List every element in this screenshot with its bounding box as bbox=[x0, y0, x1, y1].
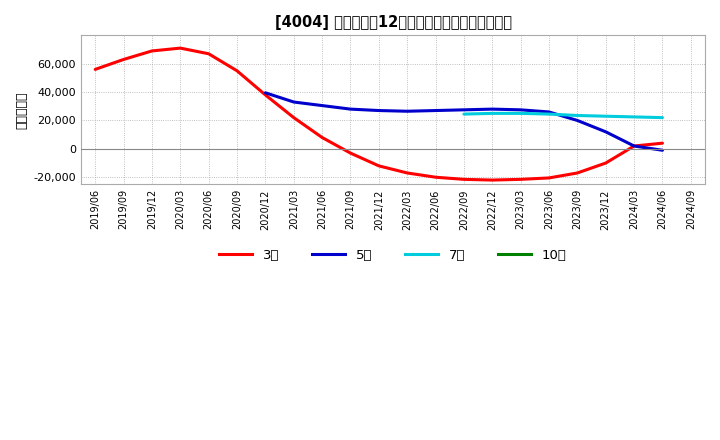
Title: [4004] 当期純利益12か月移動合計の平均値の推移: [4004] 当期純利益12か月移動合計の平均値の推移 bbox=[274, 15, 511, 30]
Legend: 3年, 5年, 7年, 10年: 3年, 5年, 7年, 10年 bbox=[214, 244, 572, 267]
Y-axis label: （百万円）: （百万円） bbox=[15, 91, 28, 128]
